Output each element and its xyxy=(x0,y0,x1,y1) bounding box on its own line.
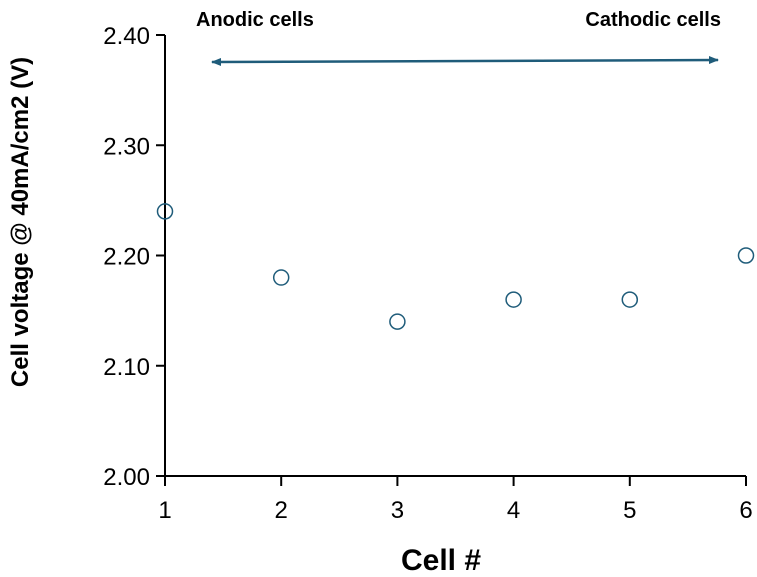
x-axis: 1 2 3 4 5 6 xyxy=(158,475,753,524)
y-axis-title: Cell voltage @ 40mA/cm2 (V) xyxy=(7,57,34,387)
data-points xyxy=(156,203,755,330)
data-point xyxy=(505,291,522,308)
data-point xyxy=(621,291,639,308)
x-axis-title: Cell # xyxy=(401,544,481,577)
y-tick-label: 2.00 xyxy=(103,464,150,491)
y-tick-label: 2.20 xyxy=(103,244,150,271)
x-tick-label: 4 xyxy=(507,497,520,524)
data-point xyxy=(156,203,174,220)
y-tick-label: 2.30 xyxy=(103,133,150,160)
x-tick-label: 1 xyxy=(158,497,171,524)
x-tick-label: 6 xyxy=(739,497,752,524)
data-point xyxy=(272,269,290,286)
x-tick-label: 5 xyxy=(623,497,636,524)
data-point xyxy=(737,247,755,264)
y-axis: 2.00 2.10 2.20 2.30 2.40 xyxy=(103,23,166,491)
data-point xyxy=(389,313,406,330)
anodic-cathodic-arrow xyxy=(211,56,719,66)
y-tick-label: 2.40 xyxy=(103,23,150,50)
x-tick-label: 2 xyxy=(275,497,288,524)
x-tick-label: 3 xyxy=(391,497,404,524)
y-tick-label: 2.10 xyxy=(103,354,150,381)
annotation-anodic-cells: Anodic cells xyxy=(196,9,314,31)
annotation-cathodic-cells: Cathodic cells xyxy=(585,9,721,31)
